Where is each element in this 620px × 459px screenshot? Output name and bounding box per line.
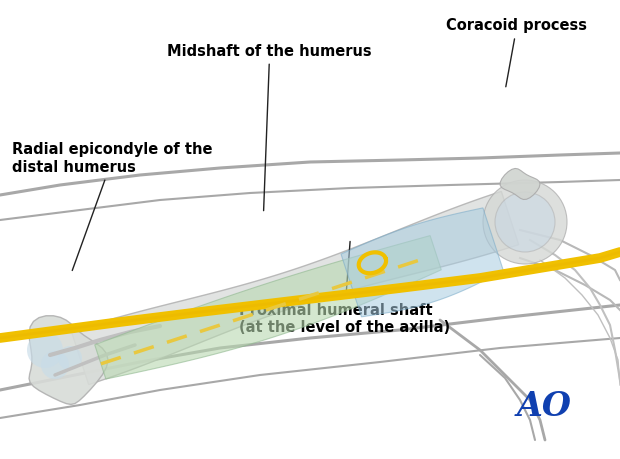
Polygon shape — [29, 316, 108, 404]
Polygon shape — [71, 191, 519, 385]
Text: Proximal humeral shaft
(at the level of the axilla): Proximal humeral shaft (at the level of … — [239, 241, 450, 336]
Text: Coracoid process: Coracoid process — [446, 18, 587, 87]
Circle shape — [27, 332, 63, 368]
Circle shape — [495, 192, 555, 252]
Polygon shape — [500, 168, 540, 200]
Circle shape — [483, 180, 567, 264]
Polygon shape — [95, 235, 441, 379]
Text: AO: AO — [517, 390, 572, 423]
Circle shape — [58, 346, 82, 370]
Text: Midshaft of the humerus: Midshaft of the humerus — [167, 44, 372, 211]
Circle shape — [41, 351, 69, 379]
Text: Radial epicondyle of the
distal humerus: Radial epicondyle of the distal humerus — [12, 142, 213, 270]
Polygon shape — [341, 208, 503, 317]
